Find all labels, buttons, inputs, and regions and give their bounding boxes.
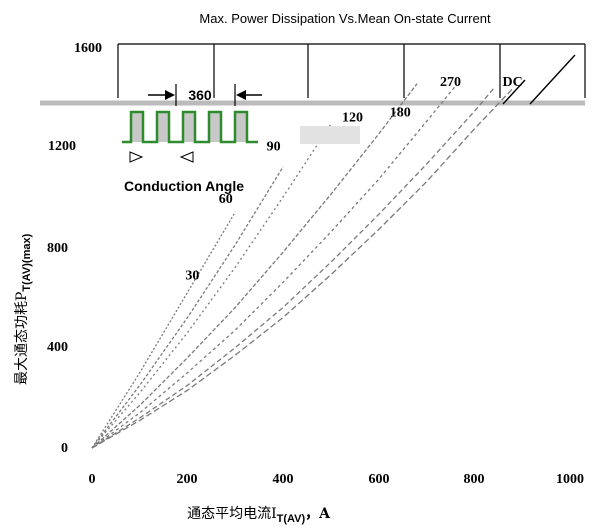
x-axis-label-main: 通态平均电流I xyxy=(187,506,277,522)
y-tick-label: 800 xyxy=(47,241,68,256)
curve-60 xyxy=(91,166,284,449)
pulse-fill xyxy=(157,112,169,142)
inset-angle-label: 360 xyxy=(188,87,212,103)
x-tick-label: 1000 xyxy=(556,472,584,487)
y-tick-labels: 1600 1200 800 400 0 xyxy=(47,41,102,456)
curve-90 xyxy=(91,123,332,449)
curve-120 xyxy=(91,83,418,449)
x-tick-label: 0 xyxy=(89,472,96,487)
curve-label-60: 60 xyxy=(219,192,233,207)
pulse-fill xyxy=(209,112,221,142)
plot-frame xyxy=(40,43,586,106)
x-tick-label: 600 xyxy=(369,472,390,487)
gray-label-patch xyxy=(300,126,360,144)
x-axis-label: 通态平均电流IT(AV)，A xyxy=(187,506,331,525)
top-markers xyxy=(502,54,576,105)
curves xyxy=(91,83,514,449)
curve-30 xyxy=(91,211,236,449)
arrow-left-icon xyxy=(236,90,246,100)
curve-270 xyxy=(91,88,494,449)
inset-caption: Conduction Angle xyxy=(124,178,244,194)
y-axis-label-sub: T(AV)(max) xyxy=(21,233,33,291)
curve-label-90: 90 xyxy=(267,139,281,154)
curve-dc xyxy=(91,88,514,449)
chart-title: Max. Power Dissipation Vs.Mean On-state … xyxy=(199,11,491,26)
pulse-fill xyxy=(131,112,143,142)
conduction-angle-inset: 360 Conduction Angle xyxy=(122,84,360,194)
y-tick-label: 400 xyxy=(47,340,68,355)
curve-label-270: 270 xyxy=(440,75,461,90)
curve-label-120: 120 xyxy=(342,110,363,125)
arrow-right-icon xyxy=(165,90,175,100)
pulse-fill xyxy=(183,112,195,142)
curve-180 xyxy=(91,85,456,449)
x-tick-label: 400 xyxy=(273,472,294,487)
y-tick-label: 1200 xyxy=(48,139,76,154)
curve-labels: 30 60 90 120 180 270 DC xyxy=(185,75,522,284)
curve-label-dc: DC xyxy=(502,75,522,90)
triangle-marker-icon xyxy=(129,151,144,163)
y-axis-label-main: 最大通态功耗P xyxy=(14,292,30,385)
x-tick-labels: 0 200 400 600 800 1000 xyxy=(89,472,585,487)
y-tick-label: 1600 xyxy=(74,41,102,56)
y-tick-label: 0 xyxy=(61,441,68,456)
y-axis-label: 最大通态功耗PT(AV)(max) xyxy=(14,233,33,385)
x-tick-label: 800 xyxy=(464,472,485,487)
pulse-waveform xyxy=(122,110,258,144)
curve-label-30: 30 xyxy=(185,269,199,284)
pulse-fill xyxy=(235,112,247,142)
curve-label-180: 180 xyxy=(390,105,411,120)
triangle-marker-icon xyxy=(179,151,194,163)
marker-dc-slash xyxy=(529,54,576,105)
x-axis-label-suffix: ，A xyxy=(305,506,331,522)
x-tick-label: 200 xyxy=(177,472,198,487)
marker-270-slash xyxy=(502,79,526,105)
x-axis-label-sub: T(AV) xyxy=(277,513,306,525)
